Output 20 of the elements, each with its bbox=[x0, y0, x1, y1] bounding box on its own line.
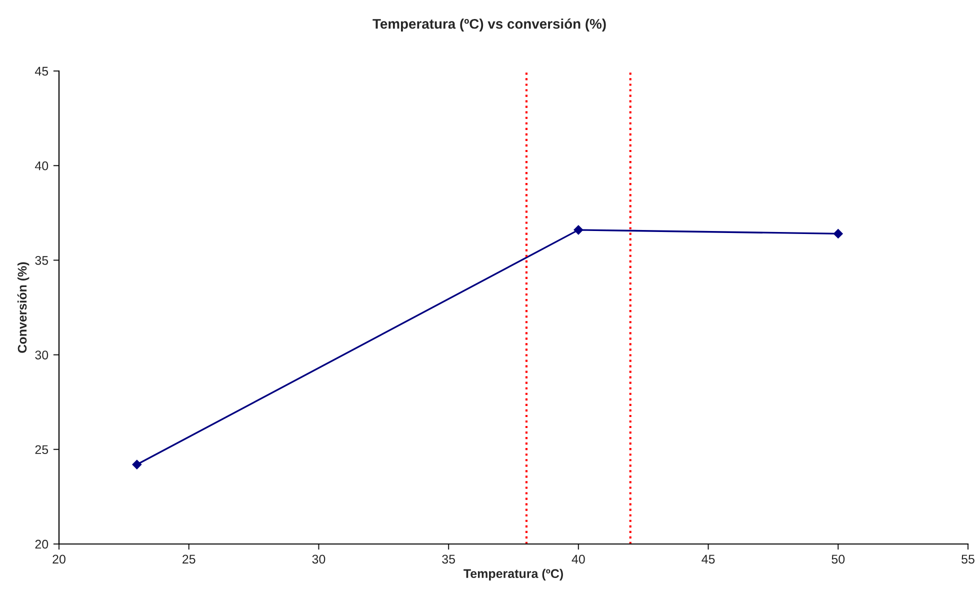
point bbox=[834, 229, 843, 238]
y-tick-label: 35 bbox=[35, 256, 48, 265]
x-tick-label: 55 bbox=[962, 554, 974, 564]
point bbox=[132, 460, 142, 470]
chart-title: Temperatura (ºC) vs conversión (%) bbox=[372, 18, 606, 32]
x-tick-label: 20 bbox=[52, 554, 66, 564]
point bbox=[574, 225, 584, 235]
x-tick-label: 35 bbox=[442, 554, 455, 564]
y-tick-label: 30 bbox=[35, 350, 48, 360]
y-tick-label: 40 bbox=[34, 161, 48, 170]
x-tick-label: 30 bbox=[312, 554, 326, 564]
y-tick-label: 20 bbox=[35, 540, 48, 549]
x-tick-label: 25 bbox=[182, 554, 196, 564]
x-tick-label: 50 bbox=[832, 554, 845, 564]
y-tick-label: 25 bbox=[35, 445, 48, 454]
x-axis-title: Temperatura (ºC) bbox=[464, 568, 563, 580]
x-tick-label: 45 bbox=[702, 554, 715, 564]
x-tick-label: 40 bbox=[572, 554, 585, 564]
y-tick-label: 45 bbox=[34, 66, 48, 76]
y-axis-title: Conversión (%) bbox=[17, 262, 30, 353]
